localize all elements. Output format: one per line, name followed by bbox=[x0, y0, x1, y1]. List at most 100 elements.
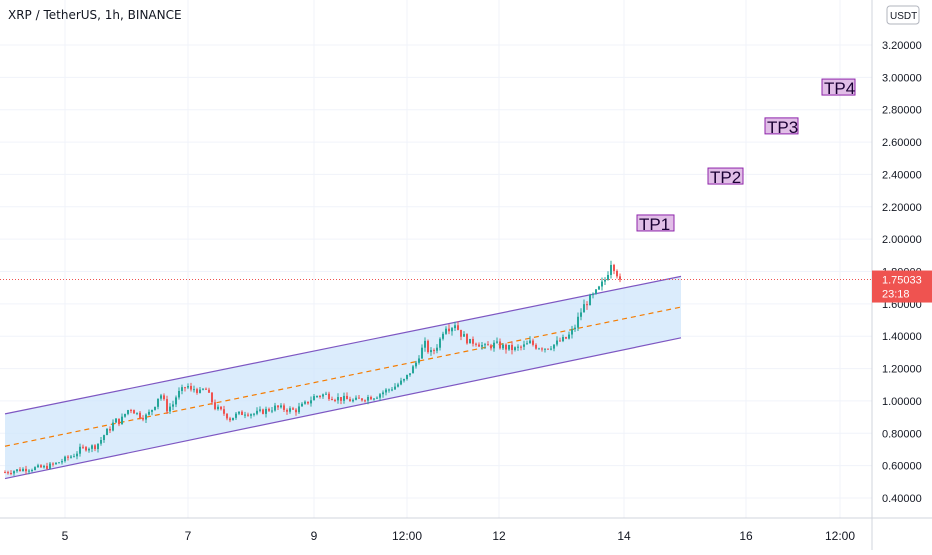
candle-body bbox=[49, 463, 51, 469]
candle-body bbox=[124, 413, 126, 417]
candle-body bbox=[364, 400, 366, 402]
candle-body bbox=[67, 456, 69, 458]
candle-body bbox=[157, 398, 159, 407]
candle-body bbox=[31, 469, 33, 471]
candle-body bbox=[619, 276, 621, 280]
channel-fill bbox=[5, 276, 681, 479]
candle-body bbox=[397, 384, 399, 387]
candle-body bbox=[208, 389, 210, 393]
candle-body bbox=[613, 264, 615, 271]
candle-body bbox=[286, 409, 288, 412]
candle-body bbox=[100, 440, 102, 444]
candle-body bbox=[412, 366, 414, 374]
candle-body bbox=[301, 403, 303, 407]
candle-body bbox=[565, 337, 567, 339]
candle-body bbox=[118, 418, 120, 425]
candle-body bbox=[193, 389, 195, 391]
candle-body bbox=[283, 405, 285, 410]
candle-body bbox=[280, 405, 282, 408]
candle-body bbox=[400, 380, 402, 385]
x-tick-label: 7 bbox=[185, 529, 192, 543]
candle-body bbox=[238, 411, 240, 414]
candle-body bbox=[514, 347, 516, 351]
x-tick-label: 9 bbox=[311, 529, 318, 543]
candle-body bbox=[550, 348, 552, 350]
candle-body bbox=[199, 389, 201, 393]
candle-body bbox=[568, 334, 570, 339]
candle-body bbox=[163, 395, 165, 400]
candle-body bbox=[151, 409, 153, 412]
tp-label: TP2 bbox=[710, 168, 741, 187]
candle-body bbox=[121, 416, 123, 425]
candle-body bbox=[85, 447, 87, 451]
y-tick-label: 3.00000 bbox=[882, 72, 922, 84]
candle-body bbox=[442, 333, 444, 339]
candle-body bbox=[295, 409, 297, 413]
candle-body bbox=[490, 345, 492, 349]
candle-body bbox=[616, 270, 618, 277]
candle-body bbox=[496, 341, 498, 343]
candle-body bbox=[307, 401, 309, 404]
candle-body bbox=[310, 400, 312, 404]
currency-badge bbox=[886, 5, 920, 25]
candle-body bbox=[403, 378, 405, 381]
candle-body bbox=[229, 418, 231, 421]
candle-body bbox=[337, 397, 339, 401]
candle-body bbox=[7, 472, 9, 474]
y-tick-label: 1.00000 bbox=[882, 396, 922, 408]
candle-body bbox=[520, 346, 522, 348]
candle-body bbox=[247, 414, 249, 416]
candle-body bbox=[22, 468, 24, 472]
candle-body bbox=[457, 325, 459, 330]
candle-body bbox=[271, 410, 273, 412]
candle-body bbox=[154, 406, 156, 410]
candle-body bbox=[547, 348, 549, 350]
candle-body bbox=[70, 456, 72, 458]
candle-body bbox=[346, 395, 348, 400]
candle-body bbox=[463, 334, 465, 337]
y-tick-label: 2.00000 bbox=[882, 234, 922, 246]
candle-body bbox=[439, 338, 441, 348]
candle-body bbox=[196, 389, 198, 393]
candle-body bbox=[187, 385, 189, 388]
candle-body bbox=[40, 465, 42, 468]
candle-body bbox=[598, 286, 600, 290]
candle-body bbox=[172, 404, 174, 407]
candle-body bbox=[358, 397, 360, 399]
candle-body bbox=[220, 406, 222, 410]
candle-body bbox=[472, 338, 474, 344]
candle-body bbox=[106, 428, 108, 436]
tp-label: TP3 bbox=[767, 118, 798, 137]
candle-body bbox=[265, 408, 267, 414]
candle-body bbox=[64, 456, 66, 462]
candle-body bbox=[349, 399, 351, 402]
candle-body bbox=[331, 399, 333, 401]
candle-body bbox=[385, 389, 387, 393]
candle-body bbox=[487, 344, 489, 346]
candle-body bbox=[526, 343, 528, 345]
candle-body bbox=[133, 410, 135, 414]
candle-body bbox=[19, 469, 21, 472]
candle-body bbox=[76, 453, 78, 457]
candle-body bbox=[352, 399, 354, 402]
candle-body bbox=[73, 456, 75, 458]
candle-body bbox=[409, 373, 411, 375]
candle-body bbox=[316, 395, 318, 397]
candle-body bbox=[373, 398, 375, 400]
y-tick-label: 1.40000 bbox=[882, 331, 922, 343]
candle-body bbox=[115, 418, 117, 423]
candle-body bbox=[217, 406, 219, 410]
candle-body bbox=[415, 362, 417, 367]
candle-body bbox=[16, 469, 18, 472]
candle-body bbox=[223, 409, 225, 414]
x-tick-label: 12 bbox=[492, 529, 506, 543]
candle-body bbox=[175, 397, 177, 405]
candle-body bbox=[484, 344, 486, 346]
candle-body bbox=[382, 392, 384, 395]
candle-body bbox=[367, 396, 369, 401]
candle-body bbox=[46, 465, 48, 469]
candle-body bbox=[571, 329, 573, 335]
candle-body bbox=[328, 393, 330, 400]
candle-body bbox=[541, 348, 543, 350]
